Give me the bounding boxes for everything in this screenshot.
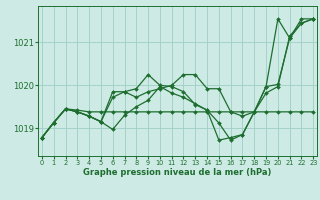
X-axis label: Graphe pression niveau de la mer (hPa): Graphe pression niveau de la mer (hPa) (84, 168, 272, 177)
